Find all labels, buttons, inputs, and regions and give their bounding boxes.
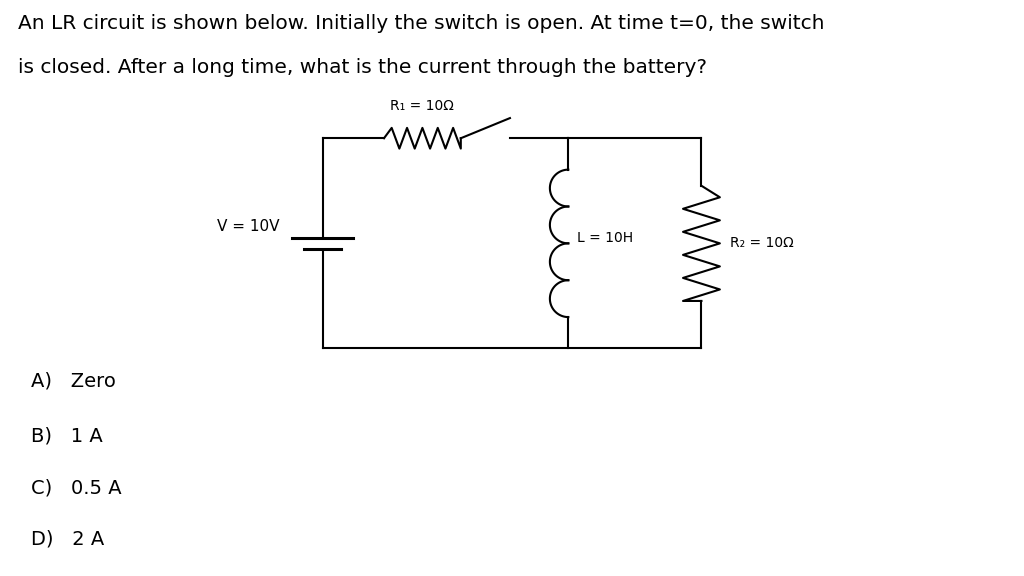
Text: B)   1 A: B) 1 A	[31, 426, 102, 445]
Text: A)   Zero: A) Zero	[31, 372, 116, 391]
Text: An LR circuit is shown below. Initially the switch is open. At time t=0, the swi: An LR circuit is shown below. Initially …	[18, 14, 825, 33]
Text: D)   2 A: D) 2 A	[31, 530, 104, 549]
Text: is closed. After a long time, what is the current through the battery?: is closed. After a long time, what is th…	[18, 58, 708, 77]
Text: V = 10V: V = 10V	[217, 218, 280, 234]
Text: R₂ = 10Ω: R₂ = 10Ω	[730, 236, 794, 251]
Text: C)   0.5 A: C) 0.5 A	[31, 478, 122, 497]
Text: L = 10H: L = 10H	[577, 230, 633, 245]
Text: R₁ = 10Ω: R₁ = 10Ω	[390, 100, 455, 113]
